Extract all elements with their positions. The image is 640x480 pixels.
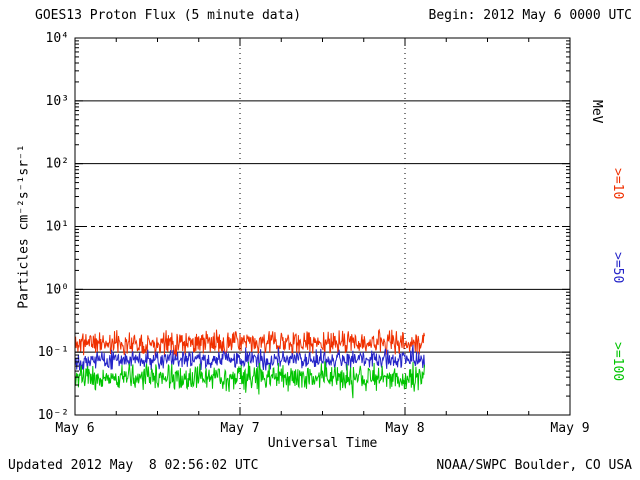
x-axis-label: Universal Time [267, 436, 378, 451]
y-tick-label: 10³ [46, 94, 69, 109]
x-tick-label: May 7 [220, 421, 259, 436]
legend-ge50-label: >=50 [610, 252, 625, 284]
legend-mev-unit-label: MeV [589, 100, 604, 124]
y-tick-label: 10⁰ [46, 282, 69, 297]
y-tick-label: 10⁴ [46, 31, 69, 46]
legend-ge100-label: >=100 [610, 342, 625, 382]
source-attribution: NOAA/SWPC Boulder, CO USA [436, 458, 632, 473]
y-tick-label: 10² [46, 157, 69, 172]
chart-title: GOES13 Proton Flux (5 minute data) [35, 8, 302, 23]
legend-ge10-label: >=10 [610, 168, 625, 200]
y-tick-label: 10⁻¹ [38, 345, 69, 360]
x-tick-label: May 8 [385, 421, 424, 436]
begin-time-label: Begin: 2012 May 6 0000 UTC [428, 8, 633, 23]
updated-timestamp: Updated 2012 May 8 02:56:02 UTC [8, 458, 259, 473]
y-tick-label: 10¹ [46, 220, 69, 235]
y-axis-label: Particles cm⁻²s⁻¹sr⁻¹ [16, 144, 32, 309]
y-tick-label: 10⁻² [38, 408, 69, 423]
x-tick-label: May 6 [55, 421, 94, 436]
x-tick-label: May 9 [550, 421, 589, 436]
